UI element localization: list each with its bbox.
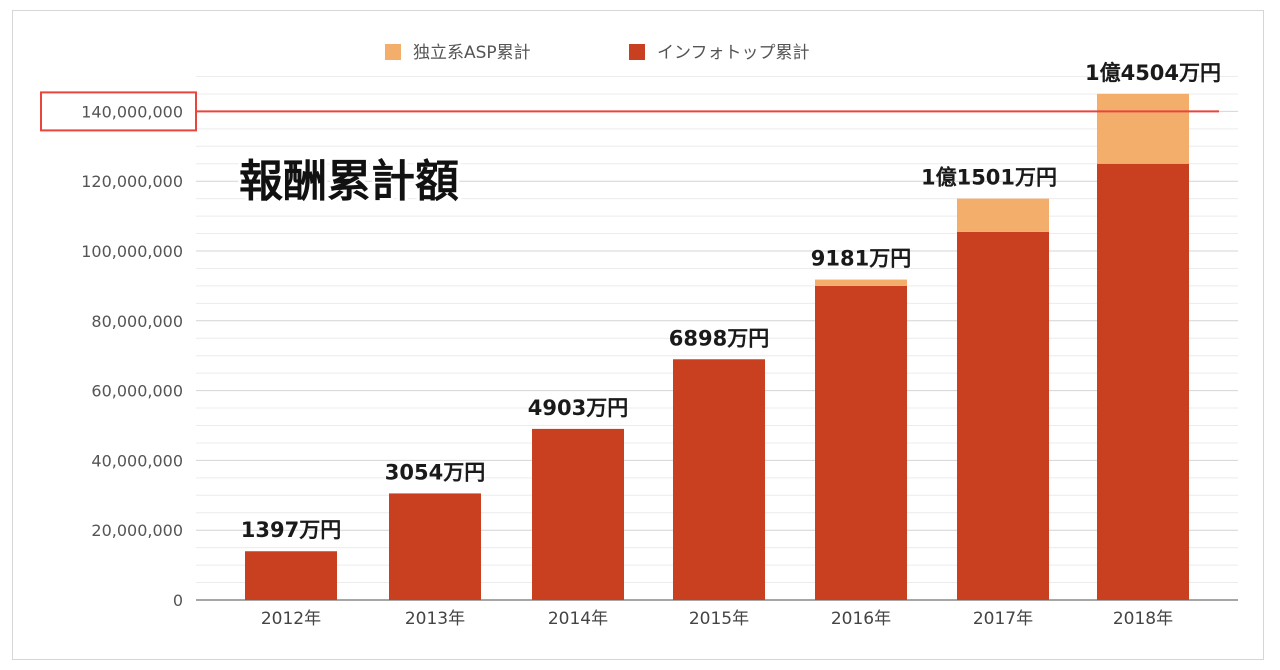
x-axis-labels: 2012年 2013年 2014年 2015年 2016年 2017年 2018年 xyxy=(261,609,1173,629)
data-label: 3054万円 xyxy=(385,460,485,484)
bar-infotop xyxy=(245,551,337,600)
chart-title: 報酬累計額 xyxy=(239,156,459,207)
y-tick-label: 40,000,000 xyxy=(91,451,183,470)
legend-swatch xyxy=(629,44,645,60)
data-label: 9181万円 xyxy=(811,247,911,271)
bar-independent-asp xyxy=(957,198,1049,232)
y-tick-label: 60,000,000 xyxy=(91,382,183,401)
x-tick-label: 2018年 xyxy=(1113,609,1173,629)
bar-independent-asp xyxy=(1097,93,1189,164)
legend-label: インフォトップ累計 xyxy=(657,43,810,63)
stacked-bar-chart: 0 20,000,000 40,000,000 60,000,000 80,000,00… xyxy=(40,43,1238,629)
legend-label: 独立系ASP累計 xyxy=(413,43,531,63)
x-tick-label: 2014年 xyxy=(548,609,608,629)
data-label: 1397万円 xyxy=(241,518,341,542)
data-label: 6898万円 xyxy=(669,326,769,350)
bar-infotop xyxy=(957,231,1049,600)
bar-independent-asp xyxy=(815,279,907,286)
data-labels: 1397万円 3054万円 4903万円 6898万円 9181万円 1億1501万円 1億… xyxy=(241,61,1221,542)
x-tick-label: 2012年 xyxy=(261,609,321,629)
y-tick-label: 0 xyxy=(173,591,183,610)
legend: 独立系ASP累計 インフォトップ累計 xyxy=(385,43,810,63)
legend-swatch xyxy=(385,44,401,60)
y-tick-label: 80,000,000 xyxy=(91,312,183,331)
x-tick-label: 2016年 xyxy=(831,609,891,629)
x-tick-label: 2015年 xyxy=(689,609,749,629)
y-axis-ticks: 0 20,000,000 40,000,000 60,000,000 80,000,00… xyxy=(81,102,183,610)
bars-layer xyxy=(245,93,1189,600)
y-tick-label: 100,000,000 xyxy=(81,242,183,261)
data-label: 1億1501万円 xyxy=(921,166,1057,190)
y-tick-label: 120,000,000 xyxy=(81,172,183,191)
data-label: 1億4504万円 xyxy=(1085,61,1221,85)
highlighted-tick-box xyxy=(40,91,197,132)
bar-infotop xyxy=(815,285,907,600)
x-tick-label: 2017年 xyxy=(973,609,1033,629)
bar-infotop xyxy=(1097,163,1189,600)
chart-frame: 0 20,000,000 40,000,000 60,000,000 80,000,00… xyxy=(12,10,1264,660)
y-tick-label: 140,000,000 xyxy=(81,102,183,121)
bar-infotop xyxy=(673,359,765,600)
data-label: 4903万円 xyxy=(528,396,628,420)
y-tick-label: 20,000,000 xyxy=(91,521,183,540)
bar-infotop xyxy=(389,493,481,600)
x-tick-label: 2013年 xyxy=(405,609,465,629)
bar-infotop xyxy=(532,428,624,600)
